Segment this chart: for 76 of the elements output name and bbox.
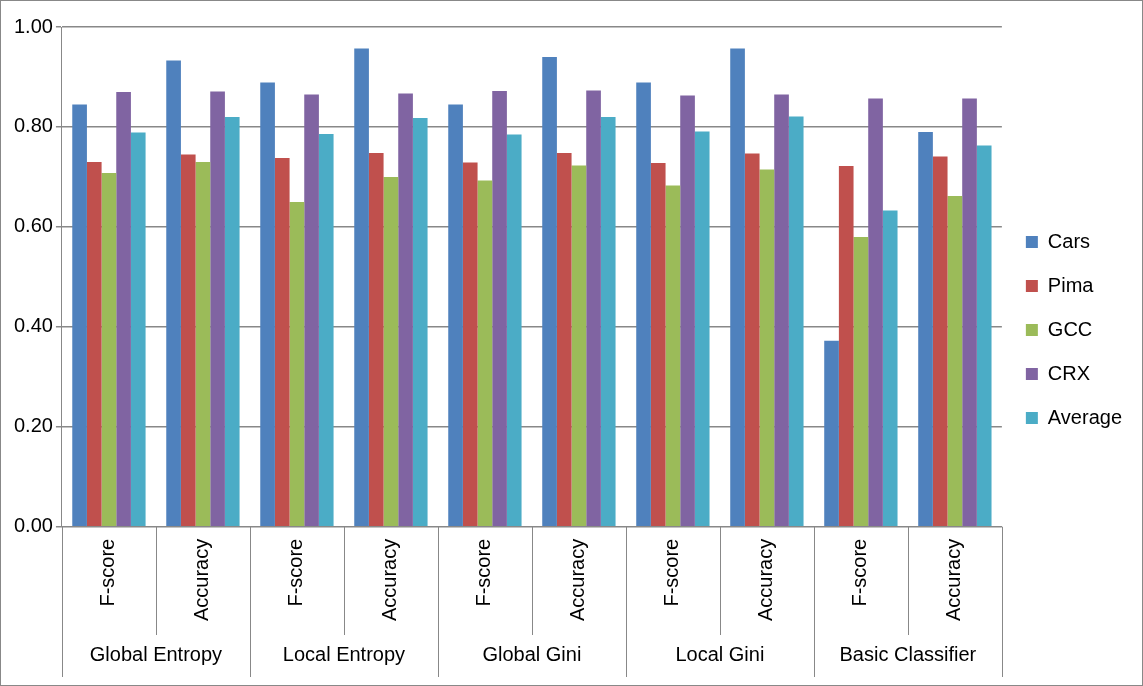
bar <box>694 131 710 526</box>
text: Local Gini <box>675 642 765 665</box>
bar <box>101 172 117 526</box>
bar <box>556 152 572 526</box>
x-tick-label: F-score <box>96 538 119 607</box>
bar <box>116 91 131 526</box>
x-tick-label: Accuracy <box>942 538 965 621</box>
x-tick-label: F-score <box>660 538 683 607</box>
bar <box>542 56 557 526</box>
bar <box>788 116 804 526</box>
bar <box>680 95 695 526</box>
bar <box>492 90 507 526</box>
bar <box>962 98 977 526</box>
bar <box>72 104 87 526</box>
bar <box>838 165 854 526</box>
bar <box>412 117 428 526</box>
x-tick-label: Accuracy <box>190 538 213 621</box>
x-tick-label: Accuracy <box>754 538 777 621</box>
x-tick-label: F-score <box>848 538 871 607</box>
bar <box>730 48 745 526</box>
bar <box>774 94 789 526</box>
bar <box>354 48 369 526</box>
bar <box>586 90 601 526</box>
bar <box>868 98 883 526</box>
bar <box>744 153 760 526</box>
bar <box>462 162 478 526</box>
legend-label: Cars <box>1047 229 1091 252</box>
bar <box>932 156 948 526</box>
bar <box>506 134 522 526</box>
y-tick-label: 0.60 <box>13 214 53 237</box>
text: Local Entropy <box>282 642 406 665</box>
bar <box>571 165 587 526</box>
x-tick-label: Accuracy <box>378 538 401 621</box>
legend-label: Pima <box>1047 273 1095 296</box>
bar <box>918 131 933 526</box>
bar <box>448 104 463 526</box>
bar <box>636 82 651 526</box>
bar <box>180 154 196 526</box>
bar <box>274 157 290 526</box>
bar <box>318 133 334 526</box>
bar <box>195 161 211 526</box>
bar <box>289 201 305 526</box>
bar <box>853 236 869 526</box>
bar <box>166 60 181 526</box>
bar <box>130 132 146 526</box>
bar <box>882 210 898 526</box>
bar <box>947 195 963 526</box>
y-tick-label: 1.00 <box>13 14 53 37</box>
bar <box>650 162 666 526</box>
bar <box>398 93 413 526</box>
bar <box>600 116 616 526</box>
bar <box>383 176 399 526</box>
bar <box>824 340 839 526</box>
legend-label: CRX <box>1047 361 1091 384</box>
x-tick-label: F-score <box>472 538 495 607</box>
bar <box>260 82 275 526</box>
text: Global Gini <box>482 642 582 665</box>
bar <box>86 161 102 526</box>
y-tick-label: 0.00 <box>13 514 53 537</box>
text: Basic Classifier <box>839 642 977 665</box>
text: Global Entropy <box>89 642 223 665</box>
bar <box>665 185 681 526</box>
x-tick-label: F-score <box>284 538 307 607</box>
legend-label: GCC <box>1047 317 1093 340</box>
bar <box>210 91 225 526</box>
bar <box>224 116 240 526</box>
bar <box>304 94 319 526</box>
bar <box>368 152 384 526</box>
bar <box>477 180 493 526</box>
bar <box>759 169 775 526</box>
y-tick-label: 0.20 <box>13 414 53 437</box>
legend-label: Average <box>1047 405 1123 428</box>
x-tick-label: Accuracy <box>566 538 589 621</box>
bar <box>976 145 992 526</box>
y-tick-label: 0.80 <box>13 114 53 137</box>
y-tick-label: 0.40 <box>13 314 53 337</box>
